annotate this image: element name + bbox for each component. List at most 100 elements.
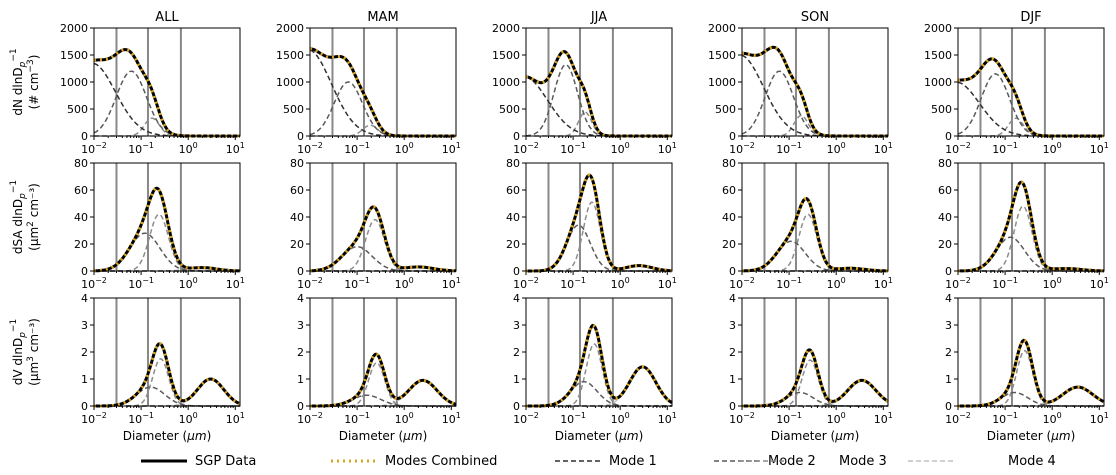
panel-jja-dv: 0 1 2 3 4 10−2 10−1 100 101 Diameter (μm) — [513, 292, 677, 443]
x-tick-label: 100 — [1043, 411, 1062, 426]
x-tick-label: 10−1 — [560, 411, 586, 426]
x-tick-label: 10−2 — [297, 141, 323, 156]
x-tick-label: 101 — [442, 141, 461, 156]
y-tick-label: 1 — [729, 373, 736, 386]
series-modes-combined — [525, 50, 672, 138]
x-tick-label: 100 — [827, 276, 846, 291]
x-tick-label: 10−1 — [992, 141, 1018, 156]
x-tick-label: 10−1 — [776, 411, 802, 426]
y-tick-label: 3 — [945, 319, 952, 332]
x-tick-label: 100 — [395, 276, 414, 291]
y-tick-label: 40 — [938, 211, 952, 224]
y-tick-label: 1000 — [60, 76, 88, 89]
y-tick-label: 60 — [506, 184, 520, 197]
y-tick-label: 60 — [938, 184, 952, 197]
y-tick-label: 0 — [945, 265, 952, 278]
y-tick-label: 3 — [81, 319, 88, 332]
legend-item: Mode 2 — [714, 454, 816, 469]
column-title: MAM — [367, 10, 398, 25]
y-tick-label: 80 — [74, 157, 88, 170]
y-tick-label: 500 — [283, 103, 304, 116]
panel-djf-dsa: 0 20 40 60 80 10−2 10−1 100 101 — [938, 157, 1109, 291]
x-tick-label: 101 — [874, 276, 893, 291]
series-modes-combined — [741, 45, 888, 138]
legend: SGP Data Modes Combined Mode 1 Mode 2 Mode 3… — [141, 454, 1056, 469]
y-tick-label: 2 — [729, 346, 736, 359]
y-tick-label: 1 — [81, 373, 88, 386]
y-tick-label: 0 — [945, 400, 952, 413]
y-tick-label: 0 — [81, 265, 88, 278]
x-tick-label: 101 — [226, 276, 245, 291]
y-tick-label: 1 — [513, 373, 520, 386]
x-tick-label: 100 — [1043, 276, 1062, 291]
y-tick-label: 1000 — [924, 76, 952, 89]
legend-label: Mode 1 — [609, 454, 657, 469]
x-tick-label: 101 — [1090, 141, 1109, 156]
series-mode-2 — [525, 63, 672, 137]
x-tick-label: 101 — [658, 141, 677, 156]
x-tick-label: 10−1 — [992, 411, 1018, 426]
x-tick-label: 100 — [395, 141, 414, 156]
series-modes-combined — [310, 352, 457, 408]
panel-djf-dv: 0 1 2 3 4 10−2 10−1 100 101 Diameter (μm) — [945, 292, 1109, 443]
x-tick-label: 101 — [226, 411, 245, 426]
x-tick-label: 101 — [442, 411, 461, 426]
legend-item: Modes Combined — [331, 454, 497, 469]
x-tick-label: 100 — [1043, 141, 1062, 156]
panel-mam-dsa: 0 20 40 60 80 10−2 10−1 100 101 — [290, 157, 461, 291]
y-tick-label: 1500 — [924, 49, 952, 62]
legend-item: SGP Data — [141, 454, 256, 469]
panel-all-dv: 0 1 2 3 4 10−2 10−1 100 101 Diameter (μm) dV dlnDp… — [9, 292, 245, 443]
x-tick-label: 10−2 — [513, 276, 539, 291]
y-tick-label: 80 — [938, 157, 952, 170]
x-tick-label: 101 — [442, 276, 461, 291]
x-tick-label: 100 — [827, 411, 846, 426]
y-axis-label: dV dlnDp−1 — [9, 319, 28, 385]
y-tick-label: 1500 — [708, 49, 736, 62]
x-axis-label: Diameter (μm) — [555, 429, 644, 443]
x-tick-label: 100 — [179, 411, 198, 426]
y-tick-label: 40 — [722, 211, 736, 224]
y-tick-label: 3 — [729, 319, 736, 332]
y-tick-label: 2000 — [708, 22, 736, 35]
legend-item: Mode 3 — [739, 454, 887, 469]
y-tick-label: 500 — [499, 103, 520, 116]
y-tick-label: 1000 — [708, 76, 736, 89]
x-axis-label: Diameter (μm) — [771, 429, 860, 443]
y-tick-label: 60 — [74, 184, 88, 197]
x-axis-label: Diameter (μm) — [123, 429, 212, 443]
y-tick-label: 80 — [290, 157, 304, 170]
legend-item: Mode 4 — [908, 454, 1056, 469]
y-tick-label: 500 — [715, 103, 736, 116]
y-tick-label: 0 — [945, 130, 952, 143]
y-tick-label: 0 — [729, 265, 736, 278]
x-axis-label: Diameter (μm) — [339, 429, 428, 443]
panel-all-dn: 0 500 1000 1500 2000 10−2 10−1 100 101 ALL dN dlnD… — [9, 10, 245, 156]
x-tick-label: 10−1 — [128, 411, 154, 426]
x-tick-label: 101 — [658, 276, 677, 291]
x-tick-label: 10−2 — [945, 411, 971, 426]
y-tick-label: 1000 — [276, 76, 304, 89]
x-tick-label: 101 — [874, 141, 893, 156]
x-tick-label: 10−1 — [128, 276, 154, 291]
y-tick-label: 3 — [513, 319, 520, 332]
y-tick-label: 1 — [297, 373, 304, 386]
x-tick-label: 10−2 — [945, 141, 971, 156]
x-tick-label: 10−2 — [513, 411, 539, 426]
y-tick-label: 1500 — [60, 49, 88, 62]
y-tick-label: 0 — [513, 265, 520, 278]
y-tick-label: 20 — [938, 238, 952, 251]
legend-label: SGP Data — [195, 454, 256, 469]
panel-mam-dn: 0 500 1000 1500 2000 10−2 10−1 100 101 MAM — [276, 10, 461, 156]
x-tick-label: 101 — [1090, 276, 1109, 291]
y-tick-label: 1500 — [276, 49, 304, 62]
x-tick-label: 100 — [179, 141, 198, 156]
x-tick-label: 10−1 — [776, 276, 802, 291]
x-tick-label: 10−1 — [992, 276, 1018, 291]
x-tick-label: 10−2 — [297, 411, 323, 426]
legend-label: Mode 4 — [1008, 454, 1056, 469]
y-tick-label: 0 — [729, 130, 736, 143]
y-tick-label: 40 — [506, 211, 520, 224]
legend-item: Mode 1 — [555, 454, 657, 469]
x-tick-label: 101 — [226, 141, 245, 156]
